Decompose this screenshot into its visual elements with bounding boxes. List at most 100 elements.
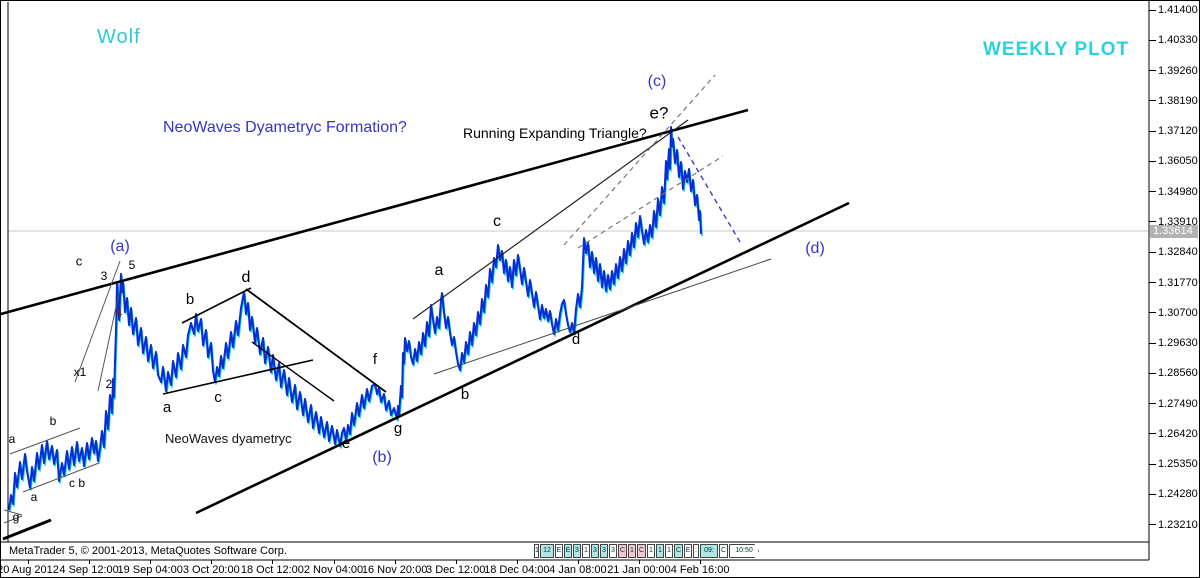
price-axis-label: 1.33910	[1158, 215, 1198, 228]
time-axis-label: 2 Nov 04:00	[303, 564, 364, 576]
event-marker[interactable]: :	[693, 544, 699, 558]
g-wedge-bottom[interactable]	[3, 515, 23, 524]
price-tick	[1149, 372, 1156, 374]
price-tick	[1149, 9, 1156, 11]
price-axis-label: 1.25350	[1158, 458, 1198, 471]
event-marker[interactable]: 1	[656, 544, 664, 558]
g-wedge-top[interactable]	[3, 509, 23, 516]
price-axis-label: 1.29630	[1158, 337, 1198, 350]
event-marker[interactable]: 3	[609, 544, 617, 558]
event-marker[interactable]: C	[618, 544, 627, 558]
event-marker[interactable]: C	[637, 544, 646, 558]
event-marker[interactable]: 1	[534, 544, 539, 558]
lower-channel-line[interactable]	[195, 201, 850, 515]
time-axis-label: 18 Oct 12:00	[240, 564, 304, 576]
price-tick	[1149, 312, 1156, 314]
wave-label: (c)	[648, 73, 667, 90]
wave-label: (d)	[805, 240, 825, 257]
event-marker[interactable]: 12	[540, 544, 554, 558]
annotation-formation: NeoWaves Dyametryc Formation?	[163, 119, 407, 136]
time-axis-label: 18 Dec 04:00	[484, 564, 550, 576]
decline-inner-line[interactable]	[251, 341, 335, 402]
wave-label: 5	[129, 258, 136, 272]
steep-channel-left[interactable]	[74, 260, 121, 383]
price-axis-label: 1.26420	[1158, 427, 1198, 440]
time-axis-label: 4 Jan 08:00	[549, 564, 607, 576]
steep-channel-right[interactable]	[97, 292, 120, 392]
wave-label: d	[572, 331, 580, 348]
event-marker[interactable]: 10:50	[729, 544, 759, 558]
price-tick	[1149, 191, 1156, 193]
event-marker[interactable]: 1	[647, 544, 655, 558]
event-marker[interactable]: 1	[582, 544, 590, 558]
price-axis-label: 1.32840	[1158, 246, 1198, 259]
event-marker-strip: 1 12 E E 3 1 3 3 3 C 1 C 1 1 1 C E:09: C 10:50	[534, 544, 760, 558]
wave-label: 2	[106, 377, 113, 391]
event-marker[interactable]: 09:	[700, 544, 718, 558]
left-minichannel-bottom[interactable]	[22, 462, 100, 493]
price-tick	[1149, 70, 1156, 72]
price-tick	[1149, 130, 1156, 132]
time-tick	[577, 560, 579, 564]
event-marker[interactable]: C	[674, 544, 683, 558]
price-tick	[1149, 160, 1156, 162]
price-tick	[1149, 524, 1156, 526]
annotation-neowaves-dyametryc: NeoWaves dyametryc	[165, 431, 292, 446]
price-tick	[1149, 282, 1156, 284]
time-axis-label: 3 Oct 20:00	[182, 564, 240, 576]
left-minichannel-top[interactable]	[9, 427, 81, 455]
decline-roof-line[interactable]	[245, 288, 387, 393]
price-axis-label: 1.37120	[1158, 125, 1198, 138]
event-marker[interactable]: 1	[665, 544, 673, 558]
triangle-bd-line[interactable]	[181, 287, 252, 324]
price-axis-label: 1.24280	[1158, 488, 1198, 501]
time-tick	[700, 560, 702, 564]
price-axis-label: 1.30700	[1158, 306, 1198, 319]
event-marker[interactable]: E	[684, 544, 692, 558]
time-axis-label: 16 Nov 20:00	[361, 564, 428, 576]
wave-label: 3	[101, 269, 108, 283]
time-tick	[455, 560, 457, 564]
upper-channel-line[interactable]	[1, 108, 749, 316]
inner-support-line[interactable]	[433, 258, 772, 375]
price-tick	[1149, 221, 1156, 223]
price-axis-label: 1.39260	[1158, 64, 1198, 77]
time-tick	[333, 560, 335, 564]
price-axis-label: 1.28560	[1158, 367, 1198, 380]
event-marker[interactable]: E	[555, 544, 563, 558]
price-axis-label: 1.40330	[1158, 34, 1198, 47]
price-axis-label: 1.38190	[1158, 94, 1198, 107]
wedge-left-line[interactable]	[412, 119, 689, 320]
event-marker[interactable]: 3	[573, 544, 581, 558]
corner-thick-line[interactable]	[2, 518, 52, 541]
wave-label: c	[493, 213, 501, 230]
event-marker[interactable]: C	[719, 544, 728, 558]
price-line	[8, 126, 702, 511]
time-axis-label: 21 Jan 00:00	[607, 564, 671, 576]
weekly-plot-label: WEEKLY PLOT	[983, 39, 1130, 60]
event-marker[interactable]: 1	[628, 544, 636, 558]
price-tick	[1149, 251, 1156, 253]
projection-dashed-blue[interactable]	[677, 136, 741, 243]
price-tick	[1149, 100, 1156, 102]
wave-label: d	[242, 269, 251, 286]
event-marker[interactable]: E	[564, 544, 572, 558]
wave-label: g	[13, 510, 20, 524]
price-tick	[1149, 493, 1156, 495]
wave-label: g	[394, 420, 402, 437]
event-marker[interactable]: 3	[591, 544, 599, 558]
wave-label: x1	[74, 365, 87, 379]
time-tick	[516, 560, 518, 564]
price-axis-label: 1.23210	[1158, 518, 1198, 531]
fork-dashed-left[interactable]	[563, 74, 716, 246]
fork-dashed-right[interactable]	[577, 155, 724, 249]
price-axis-label: 1.31770	[1158, 276, 1198, 289]
wave-label: e	[342, 435, 350, 452]
time-tick	[272, 560, 274, 564]
wave-label: c b	[69, 476, 85, 490]
time-axis-label: 4 Feb 16:00	[670, 564, 730, 576]
triangle-ac-line[interactable]	[162, 359, 314, 395]
wave-label: (a)	[110, 238, 130, 255]
event-marker[interactable]: 3	[600, 544, 608, 558]
